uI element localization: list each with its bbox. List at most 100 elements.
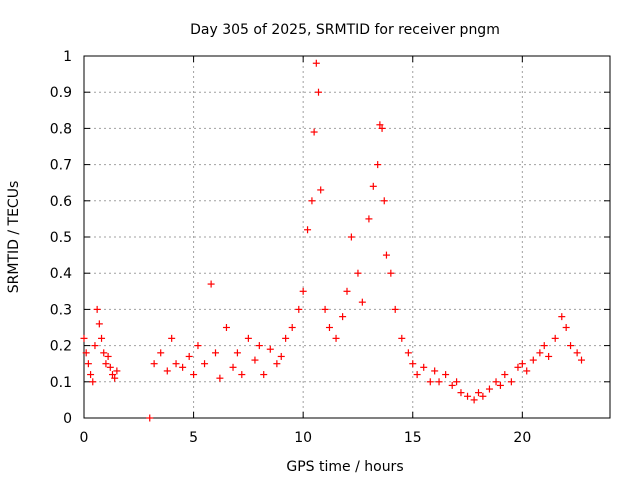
x-tick-label: 5 [189,430,198,446]
data-point [457,389,465,397]
data-point [378,124,386,132]
data-point [157,349,165,357]
data-point [113,367,121,375]
data-point [391,305,399,313]
data-point [163,367,171,375]
x-tick-label: 15 [404,430,422,446]
data-point [507,378,515,386]
data-point [453,378,461,386]
x-tick-label: 0 [80,430,89,446]
y-tick-label: 0.8 [50,121,72,137]
data-point [233,349,241,357]
y-tick-label: 0.6 [50,194,72,210]
grid-lines [84,56,610,418]
data-point [308,197,316,205]
data-point [84,360,92,368]
data-point [315,88,323,96]
data-point [492,378,500,386]
data-point [251,356,259,364]
x-tick-label: 10 [294,430,312,446]
data-point [282,334,290,342]
data-point [87,371,95,379]
data-point [95,320,103,328]
data-point [168,334,176,342]
tick-labels: 00.10.20.30.40.50.60.70.80.910 5 10 15 20 [50,49,532,446]
data-point [146,414,154,422]
data-point [387,269,395,277]
data-point [562,324,570,331]
y-tick-label: 0.9 [50,85,72,101]
data-point [343,287,351,295]
data-point [523,367,531,375]
data-point [108,371,116,379]
data-point [325,324,333,331]
data-point [216,374,224,382]
y-tick-label: 0 [63,411,72,427]
y-tick-label: 0.3 [50,302,72,318]
data-point [470,396,478,404]
data-point [190,371,198,379]
data-point [573,349,581,357]
data-point [420,363,428,371]
x-axis-label: GPS time / hours [286,459,403,475]
axis-ticks [83,55,610,419]
data-point [475,389,482,397]
data-point [496,381,504,389]
data-point [339,313,347,321]
data-point [238,371,246,379]
data-point [312,59,320,67]
data-point [310,128,318,136]
y-tick-label: 0.5 [50,230,72,246]
chart-title: Day 305 of 2025, SRMTID for receiver png… [190,22,500,38]
y-tick-label: 0.2 [50,339,72,355]
data-point [212,349,219,357]
y-axis-label: SRMTID / TECUs [6,181,22,294]
data-point [332,334,340,342]
data-point [435,378,443,386]
data-point [277,352,285,360]
data-point [80,334,88,342]
data-point [382,251,390,259]
data-point [485,385,493,393]
data-point [479,392,487,400]
data-point [273,360,281,368]
data-point [426,378,434,386]
data-point [172,360,180,368]
data-point [501,371,509,379]
data-point [255,342,263,350]
data-point [545,352,553,360]
data-point [93,305,101,313]
data-point [464,392,472,400]
data-point [288,324,296,331]
data-point [518,360,526,368]
data-point [102,360,110,368]
data-point [100,349,108,357]
data-point [448,381,456,389]
y-tick-label: 0.7 [50,158,72,174]
data-point [260,371,268,379]
y-tick-label: 0.1 [50,375,72,391]
data-point [376,121,384,129]
data-point [365,215,373,223]
data-point [295,305,303,313]
data-point [354,269,362,277]
data-point [304,226,312,234]
data-point [91,342,99,350]
data-point [321,305,329,313]
data-point [374,161,382,169]
data-point [413,371,421,379]
data-point [104,352,112,360]
data-point [222,324,230,331]
data-point [98,334,106,342]
data-point [201,360,209,368]
data-point [431,367,439,375]
y-tick-label: 0.4 [50,266,72,282]
data-point [111,374,119,382]
data-point [229,363,237,371]
x-tick-label: 20 [513,430,531,446]
y-tick-label: 1 [63,49,72,65]
data-point [404,349,412,357]
data-point [179,363,187,371]
data-point [442,371,450,379]
